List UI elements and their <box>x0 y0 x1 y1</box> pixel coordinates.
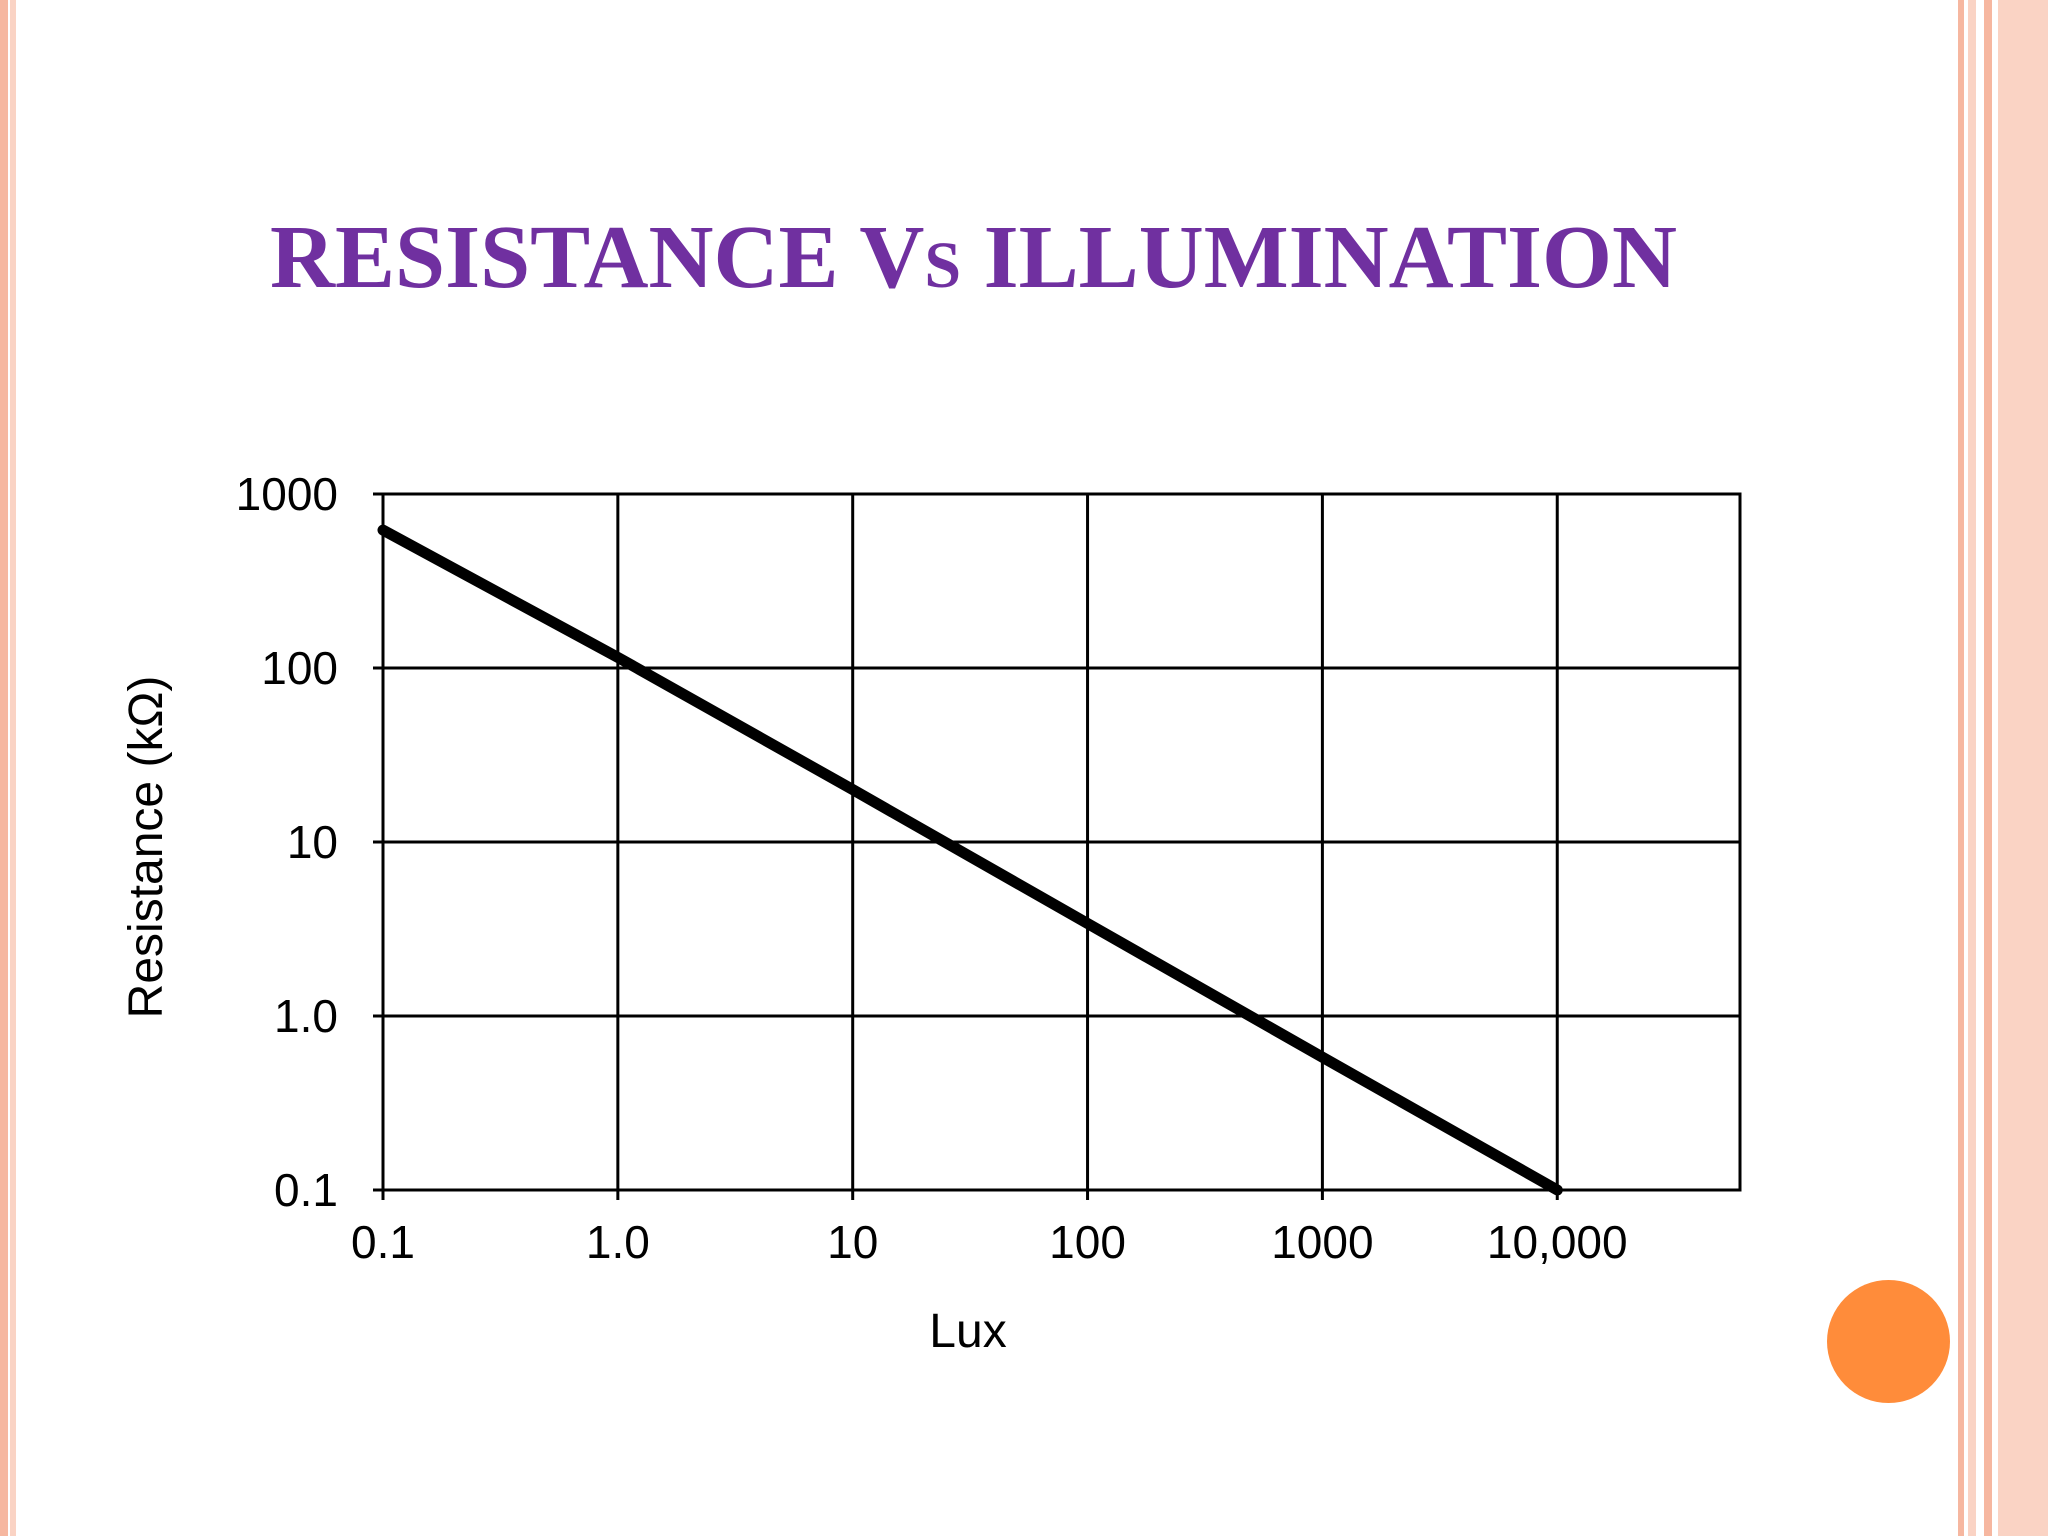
y-tick-label: 1000 <box>236 468 338 520</box>
left-border-decoration <box>0 0 24 1536</box>
slide-title-part1: RESISTANCE V <box>270 208 925 307</box>
x-axis-label: Lux <box>929 1305 1006 1358</box>
y-tick-label: 100 <box>261 642 338 694</box>
x-tick-label: 1.0 <box>586 1216 650 1268</box>
slide-title: RESISTANCE VS ILLUMINATION <box>270 208 1770 316</box>
left-border-stripe-light <box>10 0 16 1536</box>
orange-accent-dot <box>1827 1280 1950 1403</box>
right-border-stripe <box>1958 0 1964 1536</box>
right-border-stripe-light <box>1998 0 2048 1536</box>
y-axis-label: Resistance (kΩ) <box>120 676 173 1019</box>
right-border-stripe-light <box>1968 0 1976 1536</box>
y-tick-label: 10 <box>287 816 338 868</box>
x-tick-label: 100 <box>1049 1216 1126 1268</box>
series-line <box>377 524 1563 1196</box>
y-tick-label: 1.0 <box>274 990 338 1042</box>
x-tick-label: 0.1 <box>351 1216 415 1268</box>
y-tick-label: 0.1 <box>274 1164 338 1216</box>
slide-title-part3: ILLUMINATION <box>961 208 1678 307</box>
x-tick-label: 10,000 <box>1487 1216 1628 1268</box>
left-border-stripe <box>0 0 8 1536</box>
x-tick-label: 10 <box>827 1216 878 1268</box>
right-border-stripe <box>1984 0 1992 1536</box>
slide-title-part2: S <box>924 229 962 302</box>
x-tick-label: 1000 <box>1271 1216 1373 1268</box>
right-border-decoration <box>1958 0 2048 1536</box>
